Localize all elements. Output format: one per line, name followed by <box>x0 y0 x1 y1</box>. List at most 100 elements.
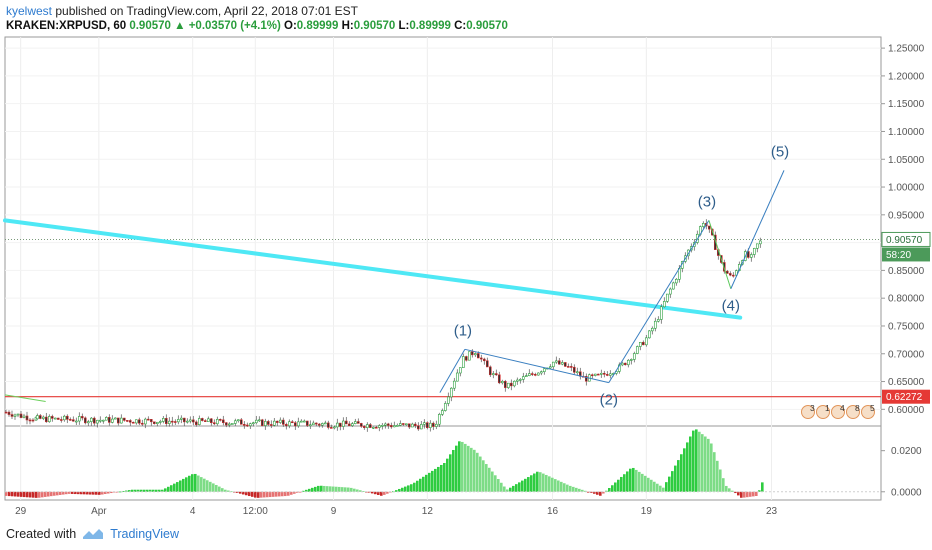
time-grid <box>20 37 772 500</box>
indicator-bar <box>353 488 356 492</box>
indicator-bar <box>206 480 209 492</box>
trendline[interactable] <box>3 218 743 403</box>
indicator-bar <box>752 491 755 497</box>
candle-body <box>374 426 378 429</box>
indicator-bar <box>488 467 491 492</box>
price-chart[interactable]: 1.25000 1.20000 1.15000 1.10000 1.05000 1.000… <box>0 0 932 522</box>
event-flag-icon[interactable] <box>816 405 830 419</box>
wave-segment[interactable] <box>608 220 710 383</box>
candle-body <box>293 422 297 427</box>
candle-body <box>179 417 183 420</box>
indicator-bar <box>593 491 596 494</box>
indicator-bar <box>608 488 611 492</box>
indicator-bar <box>257 491 260 498</box>
indicator-bar <box>98 491 101 495</box>
indicator-bar <box>263 491 266 498</box>
candle-body <box>449 387 453 398</box>
indicator-bar <box>566 484 569 492</box>
event-flag-icon[interactable] <box>846 405 860 419</box>
price-tick-label: 1.20000 <box>888 71 925 82</box>
indicator-bar <box>662 487 665 492</box>
indicator-bar <box>500 482 503 492</box>
indicator-bar <box>338 486 341 492</box>
chart-byline: kyelwest published on TradingView.com, A… <box>6 4 358 18</box>
candle-body <box>155 421 159 424</box>
event-flag-icon[interactable] <box>861 405 875 419</box>
wave-segment[interactable] <box>730 170 785 289</box>
indicator-bar <box>302 490 305 492</box>
candle-body <box>113 417 117 420</box>
indicator-bar <box>635 469 638 492</box>
time-tick-label: Apr <box>91 506 107 517</box>
candle-body <box>371 426 375 429</box>
event-count-label: 4 <box>840 403 845 413</box>
indicator-bar <box>305 489 308 492</box>
candle-body <box>701 223 705 227</box>
candle-body <box>755 243 759 249</box>
indicator-bar <box>617 479 620 492</box>
candle-body <box>650 327 654 332</box>
green-segment[interactable] <box>4 394 46 403</box>
price-tick-label: 0.80000 <box>888 294 925 305</box>
candle-body <box>497 374 501 384</box>
indicator-bar <box>575 487 578 492</box>
candle-body <box>341 420 345 427</box>
event-count-label: 8 <box>855 403 860 413</box>
indicator-bar <box>65 491 68 495</box>
indicator-bar <box>281 491 284 497</box>
candle-body <box>308 424 312 427</box>
current-price-badge-box <box>882 232 930 247</box>
indicator-bar <box>86 491 89 495</box>
candle-body <box>275 420 279 423</box>
indicator-bar <box>209 481 212 492</box>
event-flag-icon[interactable] <box>801 405 815 419</box>
candle-body <box>437 414 441 425</box>
candle-body <box>134 419 138 424</box>
indicator-bar <box>482 460 485 492</box>
indicator-bar <box>329 486 332 492</box>
elliott-wave-lines[interactable] <box>439 170 785 393</box>
indicator-bar <box>446 458 449 492</box>
wave-label: (4) <box>722 298 740 315</box>
symbol-name[interactable]: KRAKEN:XRPUSD, 60 <box>6 20 127 32</box>
indicator-bar <box>200 477 203 492</box>
indicator-bar <box>155 489 158 492</box>
wave-segment[interactable] <box>708 220 732 289</box>
candle-body <box>569 366 573 368</box>
candle-body <box>290 421 294 424</box>
candle-body <box>608 373 612 376</box>
time-tick-label: 9 <box>331 506 337 517</box>
candle-body <box>263 421 267 426</box>
cyan-trendline[interactable] <box>3 218 743 320</box>
price-axis[interactable]: 1.25000 1.20000 1.15000 1.10000 1.05000 1.000… <box>5 44 925 416</box>
candle-body <box>458 367 462 374</box>
event-flag-icon[interactable] <box>831 405 845 419</box>
candle-body <box>557 360 561 365</box>
indicator-bar <box>41 491 44 498</box>
wave-segment[interactable] <box>439 349 466 393</box>
wave-segment[interactable] <box>464 348 609 384</box>
candle-body <box>119 417 123 424</box>
price-tick-label: 0.65000 <box>888 377 925 388</box>
candle-body <box>149 419 153 423</box>
candle-body <box>434 423 438 427</box>
candle-body <box>209 418 213 423</box>
indicator-bar <box>416 480 419 492</box>
close-label: C: <box>454 20 467 32</box>
indicator-bar <box>32 491 35 498</box>
indicator-bar <box>254 491 257 498</box>
candle-body <box>407 423 411 428</box>
tradingview-link[interactable]: TradingView <box>110 527 179 541</box>
author-link[interactable]: kyelwest <box>6 4 53 18</box>
indicator-bar <box>284 491 287 497</box>
time-axis[interactable]: 29 Apr 4 12:00 9 12 16 19 23 <box>15 506 777 517</box>
indicator-bar <box>452 449 455 492</box>
indicator-axis[interactable]: 0.0200 0.0000 <box>881 446 922 498</box>
candle-body <box>479 357 483 360</box>
candle-body <box>749 254 753 258</box>
indicator-bar <box>221 488 224 492</box>
indicator-bar <box>659 485 662 492</box>
candle-body <box>143 418 147 425</box>
indicator-bar <box>179 480 182 492</box>
